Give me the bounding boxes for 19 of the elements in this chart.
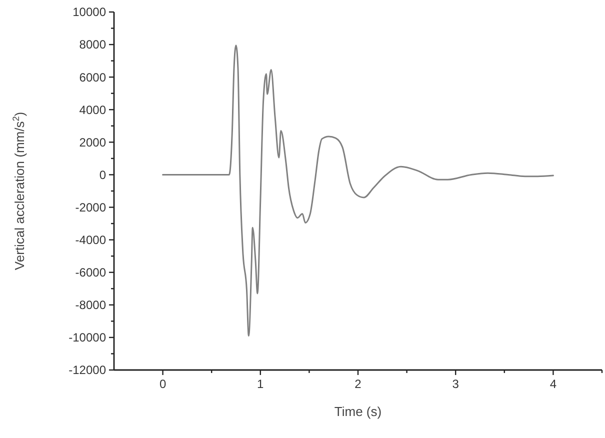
y-tick-label: 6000 [79, 70, 106, 84]
y-tick-label: -8000 [75, 298, 106, 312]
y-tick-label: -12000 [68, 363, 106, 378]
y-tick-label: 10000 [72, 5, 106, 20]
y-tick-label: -2000 [75, 200, 106, 214]
x-tick-label: 3 [452, 377, 460, 391]
x-tick-label: 4 [550, 377, 557, 391]
y-tick-label: -10000 [68, 330, 106, 345]
x-axis-title: Time (s) [334, 404, 382, 419]
x-tick-label: 1 [257, 377, 264, 391]
line-series [162, 44, 554, 337]
y-tick-label: 8000 [79, 38, 106, 52]
y-tick-label: 2000 [79, 135, 106, 150]
y-tick-label: -4000 [75, 233, 106, 248]
y-tick-label: 4000 [79, 102, 106, 117]
x-tick-label: 2 [354, 377, 362, 391]
x-tick-label: 0 [159, 377, 166, 391]
y-tick-label: 0 [99, 168, 106, 182]
y-tick-label: -6000 [75, 266, 106, 280]
